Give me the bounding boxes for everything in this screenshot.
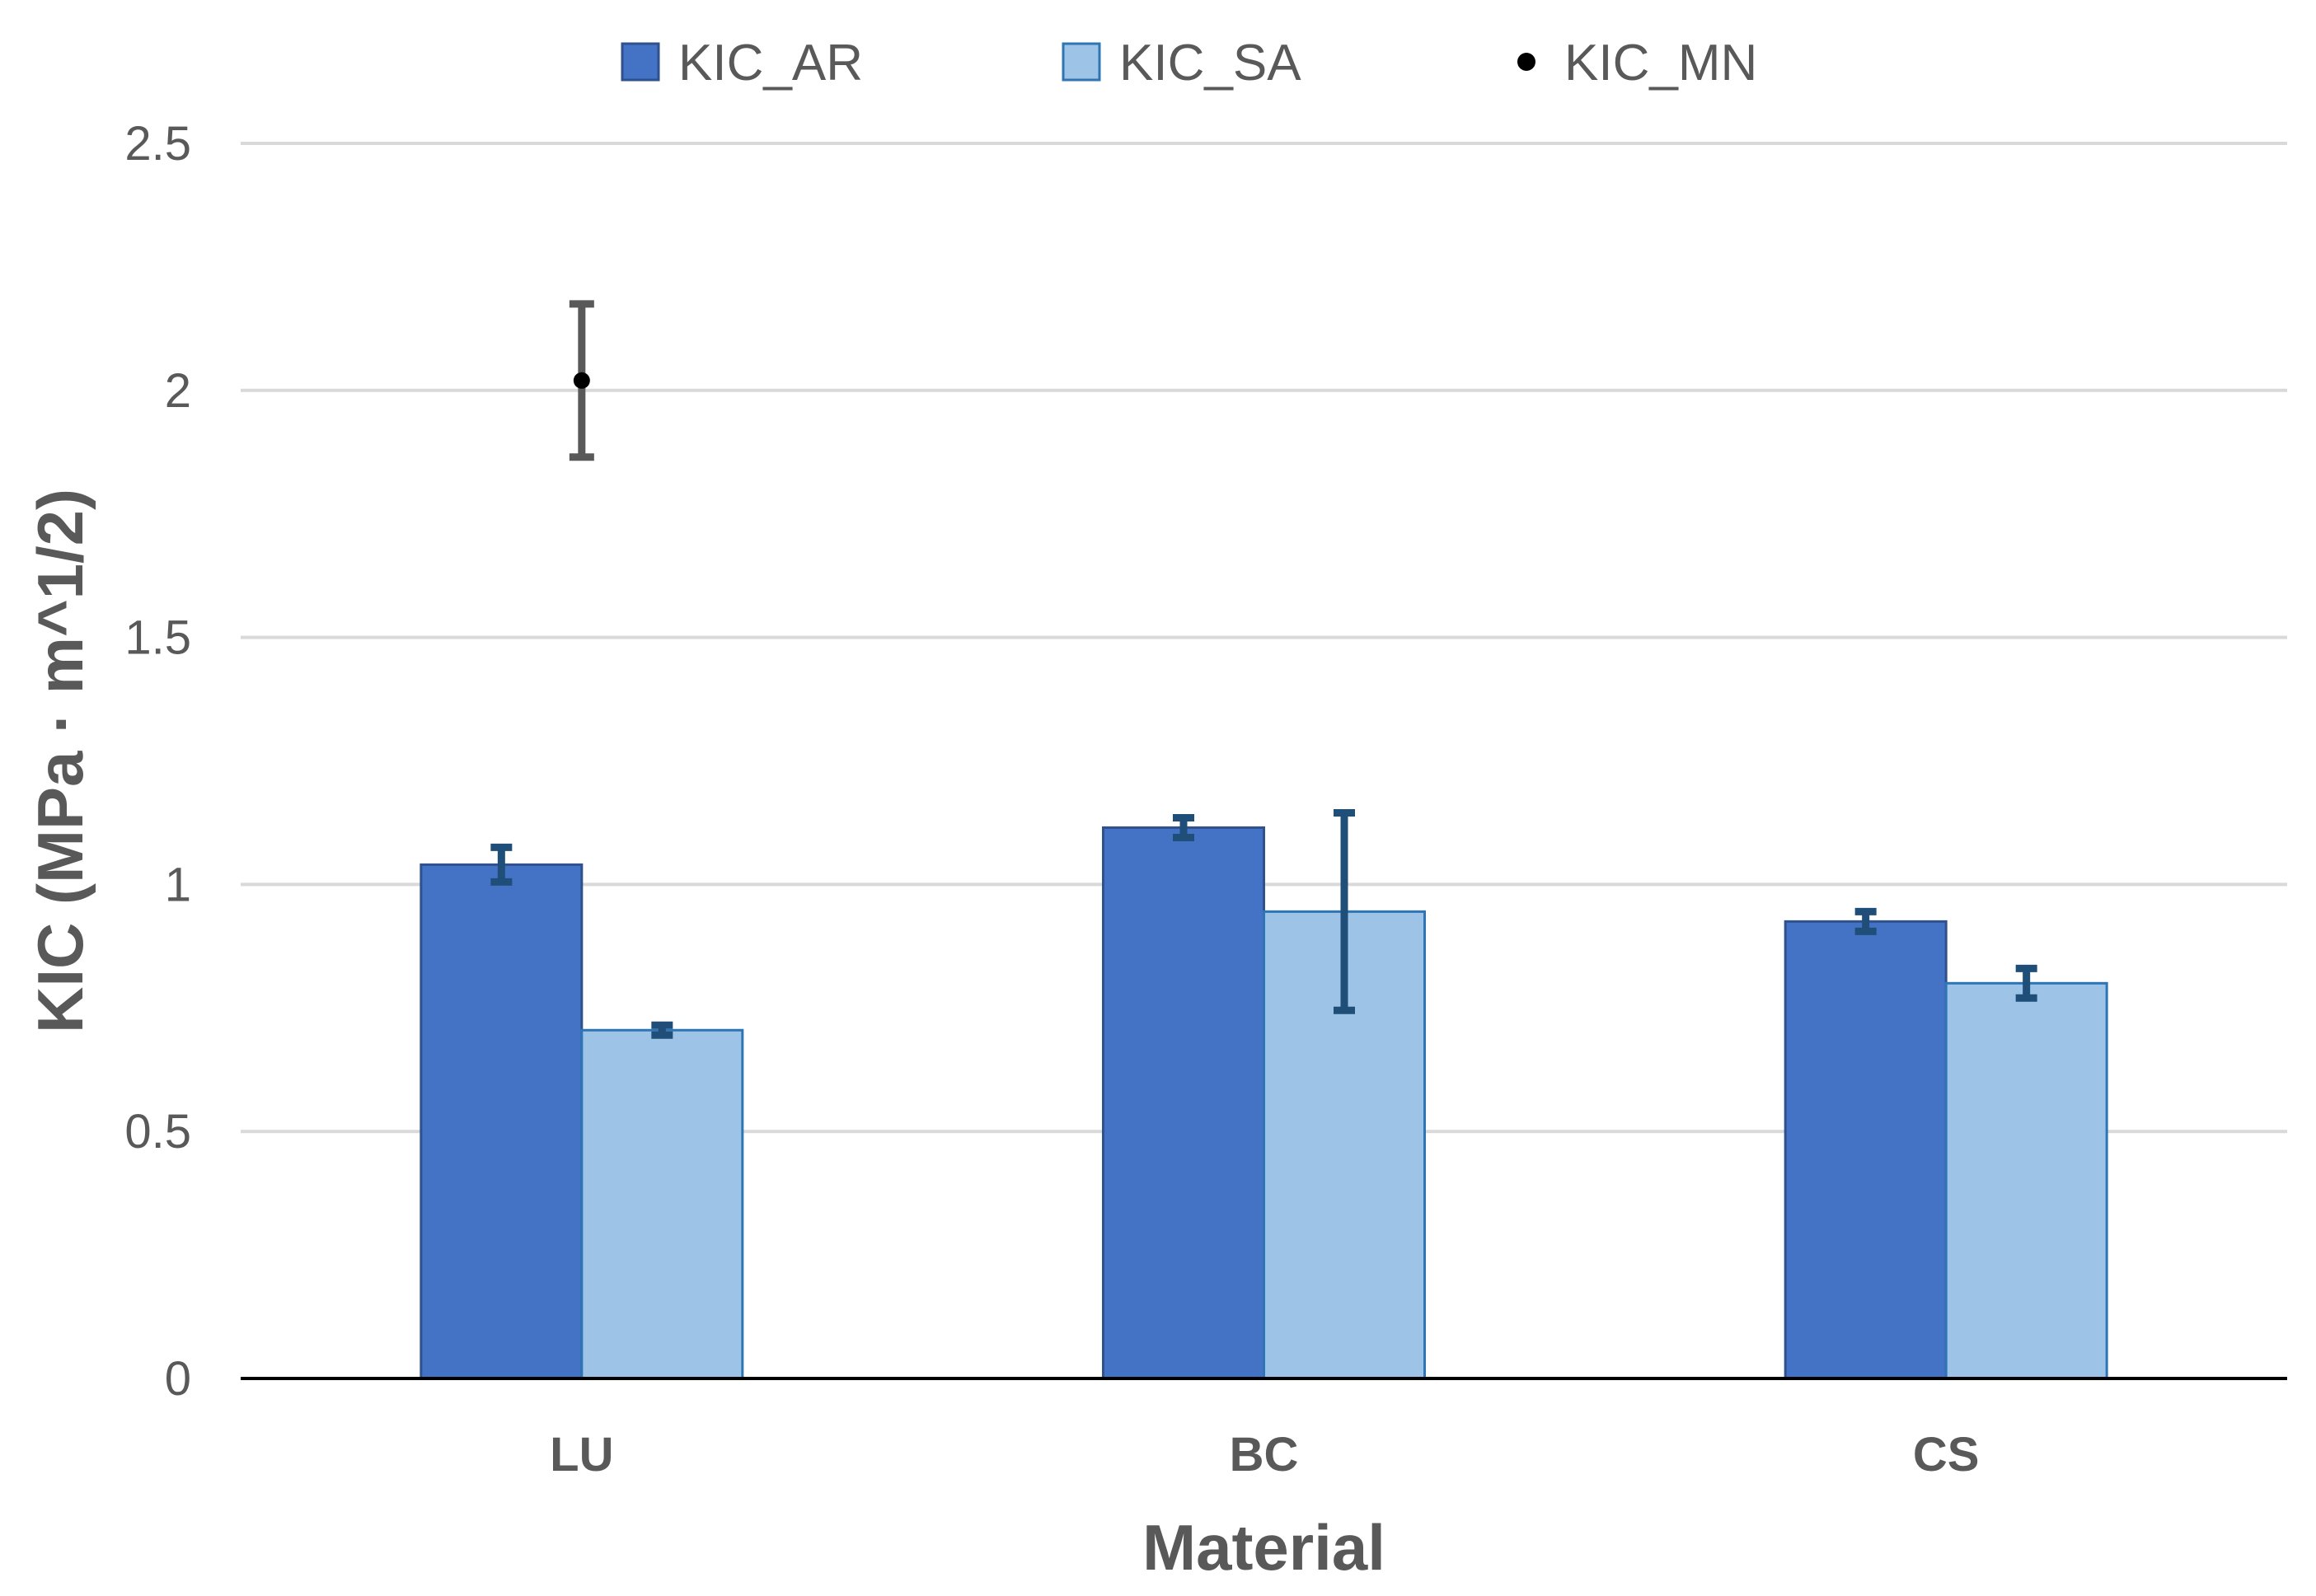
y-axis-ticks: 0 0.5 1 1.5 2 2.5: [124, 117, 191, 1406]
x-tick-label: BC: [1230, 1428, 1299, 1481]
legend-swatch: [1062, 42, 1101, 82]
bar-kic-sa: [1944, 981, 2108, 1380]
bars: [420, 826, 2108, 1380]
y-tick-label: 2.5: [124, 117, 191, 171]
y-tick-label: 1.5: [124, 611, 191, 665]
legend: KIC_AR KIC_SA KIC_MN: [621, 35, 1757, 91]
legend-label: KIC_AR: [678, 35, 863, 91]
x-axis-title: Material: [1142, 1511, 1385, 1584]
error-bars: [490, 300, 2037, 1039]
y-axis-title: KIC (MPa · m^1/2): [24, 489, 96, 1033]
error-bar: [1334, 808, 1355, 1014]
legend-item-kic-sa: KIC_SA: [1062, 35, 1301, 91]
bar-kic-ar: [1784, 920, 1948, 1380]
legend-item-kic-ar: KIC_AR: [621, 35, 863, 91]
legend-item-kic-mn: KIC_MN: [1517, 35, 1757, 91]
bar-kic-ar: [1102, 826, 1265, 1380]
point-kic-mn: [573, 372, 590, 389]
error-bar: [1173, 813, 1194, 841]
x-axis-categories: LU BC CS: [550, 1428, 1979, 1481]
error-bar: [2015, 964, 2037, 1002]
y-tick-label: 1: [165, 858, 191, 911]
x-tick-label: LU: [550, 1428, 613, 1481]
error-bar: [1854, 907, 1877, 935]
bar-kic-sa: [580, 1028, 744, 1380]
error-bar: [490, 843, 513, 886]
y-tick-label: 0.5: [124, 1105, 191, 1158]
points: [573, 372, 590, 389]
legend-marker: [1517, 53, 1535, 71]
x-tick-label: CS: [1913, 1428, 1980, 1481]
legend-label: KIC_SA: [1119, 35, 1301, 91]
y-tick-label: 2: [165, 364, 191, 418]
y-tick-label: 0: [165, 1352, 191, 1406]
legend-swatch: [621, 42, 660, 82]
bar-kic-ar: [420, 863, 584, 1380]
legend-label: KIC_MN: [1564, 35, 1757, 91]
error-bar: [651, 1021, 673, 1039]
